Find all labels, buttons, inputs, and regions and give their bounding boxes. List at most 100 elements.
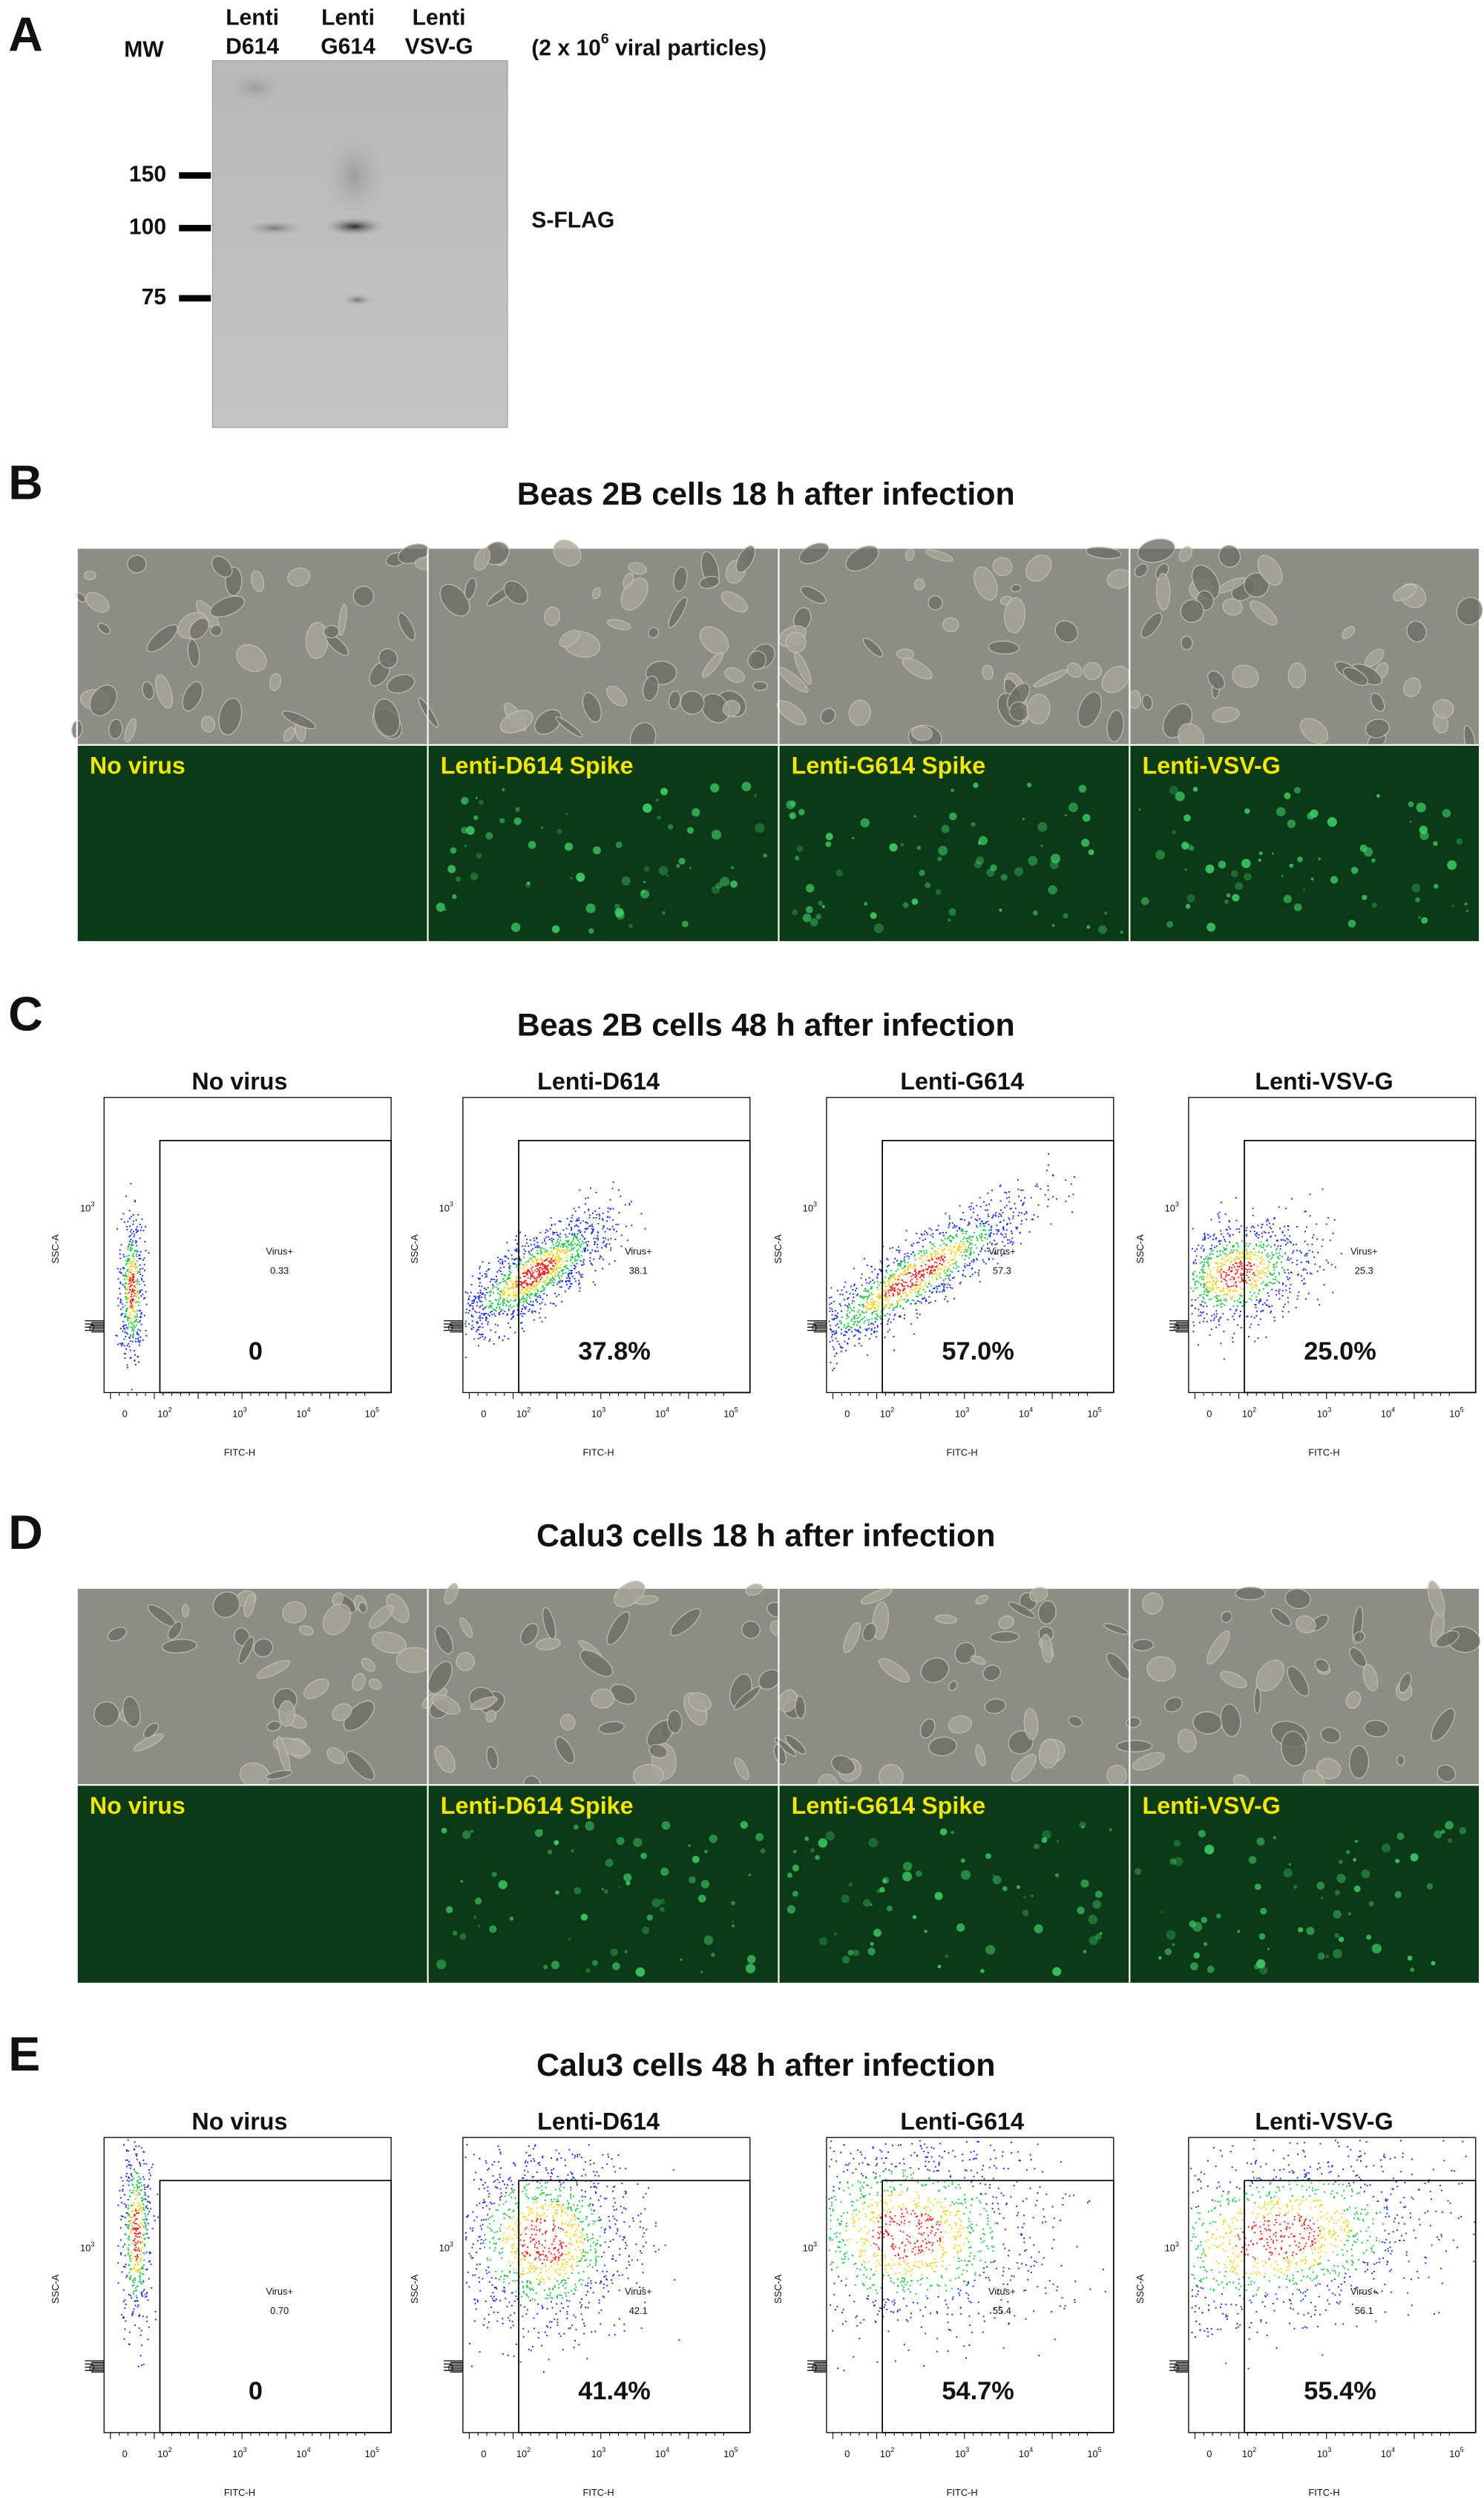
event-dot bbox=[559, 1220, 562, 1222]
event-dot bbox=[1257, 1225, 1259, 1227]
event-dot bbox=[473, 1295, 476, 1297]
x-tick-label: 104 bbox=[1019, 1406, 1033, 1420]
event-dot bbox=[528, 1291, 531, 1294]
event-dot bbox=[510, 1307, 513, 1309]
event-dot bbox=[1287, 1225, 1289, 1227]
fluorescent-spot bbox=[1077, 1906, 1085, 1915]
event-dot bbox=[829, 1341, 831, 1343]
event-dot bbox=[1232, 1291, 1234, 1293]
event-dot bbox=[934, 1269, 936, 1271]
event-dot bbox=[526, 1294, 528, 1296]
event-dot bbox=[1210, 1219, 1212, 1221]
event-dot bbox=[559, 1233, 562, 1235]
event-dot bbox=[948, 1215, 951, 1217]
fluorescent-spot bbox=[585, 903, 596, 914]
cell bbox=[238, 1636, 255, 1665]
event-dot bbox=[489, 1339, 491, 1340]
event-dot bbox=[543, 1273, 545, 1276]
event-dot bbox=[594, 1242, 596, 1244]
event-dot bbox=[1265, 1254, 1267, 1256]
event-dot bbox=[986, 1247, 988, 1249]
event-dot bbox=[120, 1328, 122, 1330]
event-dot bbox=[1246, 1257, 1248, 1259]
event-dot bbox=[1212, 1284, 1214, 1286]
event-dot bbox=[559, 1267, 562, 1268]
event-dot bbox=[962, 1273, 964, 1276]
event-dot bbox=[523, 1248, 525, 1250]
event-dot bbox=[539, 1291, 542, 1293]
event-dot bbox=[835, 1352, 838, 1354]
event-dot bbox=[125, 1336, 127, 1338]
event-dot bbox=[128, 1275, 131, 1277]
fluorescent-spot bbox=[509, 1916, 514, 1921]
event-dot bbox=[1279, 1248, 1281, 1250]
event-dot bbox=[876, 1331, 878, 1333]
event-dot bbox=[913, 1263, 916, 1265]
event-dot bbox=[972, 1236, 974, 1238]
event-dot bbox=[924, 1230, 926, 1233]
fluorescent-spot bbox=[1002, 1886, 1008, 1892]
event-dot bbox=[581, 1276, 583, 1278]
event-dot bbox=[981, 1248, 983, 1250]
event-dot bbox=[1192, 1290, 1195, 1292]
event-dot bbox=[1032, 1218, 1034, 1220]
event-dot bbox=[481, 1301, 483, 1303]
event-dot bbox=[1277, 1245, 1279, 1248]
event-dot bbox=[556, 1240, 558, 1242]
cell bbox=[181, 1604, 189, 1618]
event-dot bbox=[550, 1302, 552, 1304]
event-dot bbox=[597, 1250, 600, 1253]
event-dot bbox=[1245, 1257, 1247, 1259]
event-dot bbox=[578, 1283, 580, 1285]
cell bbox=[1235, 1586, 1266, 1601]
event-dot bbox=[1298, 1291, 1300, 1294]
event-dot bbox=[979, 1235, 981, 1237]
event-dot bbox=[514, 1294, 516, 1296]
event-dot bbox=[483, 1338, 485, 1340]
event-dot bbox=[1204, 1239, 1206, 1241]
event-dot bbox=[931, 1276, 933, 1279]
event-dot bbox=[539, 1275, 542, 1276]
event-dot bbox=[962, 1243, 964, 1245]
event-dot bbox=[887, 1285, 889, 1288]
event-dot bbox=[967, 1237, 969, 1239]
event-dot bbox=[129, 1335, 131, 1337]
event-dot bbox=[490, 1302, 493, 1305]
event-dot bbox=[1223, 1331, 1225, 1333]
event-dot bbox=[838, 1303, 841, 1305]
event-dot bbox=[479, 1326, 481, 1328]
event-dot bbox=[1018, 1212, 1020, 1214]
event-dot bbox=[1020, 1199, 1022, 1202]
fluorescent-spot bbox=[1396, 1832, 1405, 1840]
event-dot bbox=[1263, 1271, 1265, 1273]
event-dot bbox=[545, 1236, 548, 1239]
event-dot bbox=[1258, 1277, 1261, 1279]
fluorescent-spot bbox=[689, 1876, 696, 1884]
event-dot bbox=[555, 1253, 557, 1255]
cell bbox=[281, 710, 316, 730]
event-dot bbox=[883, 1299, 885, 1301]
event-dot bbox=[1209, 1287, 1211, 1289]
event-dot bbox=[1238, 1253, 1240, 1255]
event-dot bbox=[555, 1256, 557, 1258]
fluorescent-spot bbox=[681, 920, 689, 928]
x-tick-label: 0 bbox=[122, 1409, 128, 1420]
cell bbox=[352, 586, 375, 607]
fluorescent-spot bbox=[876, 1889, 881, 1894]
event-dot bbox=[558, 1267, 560, 1269]
event-dot bbox=[131, 1322, 133, 1325]
event-dot bbox=[522, 1330, 525, 1332]
event-dot bbox=[536, 1260, 538, 1262]
event-dot bbox=[1220, 1275, 1222, 1277]
fluorescent-spot bbox=[1215, 1913, 1221, 1919]
event-dot bbox=[863, 1290, 865, 1292]
event-dot bbox=[477, 1277, 479, 1279]
event-dot bbox=[1229, 1308, 1232, 1311]
event-dot bbox=[527, 1294, 529, 1296]
event-dot bbox=[479, 1300, 482, 1302]
event-dot bbox=[571, 1283, 573, 1285]
event-dot bbox=[969, 1262, 971, 1265]
fluorescence-image bbox=[427, 744, 779, 942]
event-dot bbox=[861, 1318, 863, 1320]
event-dot bbox=[1278, 1298, 1281, 1300]
